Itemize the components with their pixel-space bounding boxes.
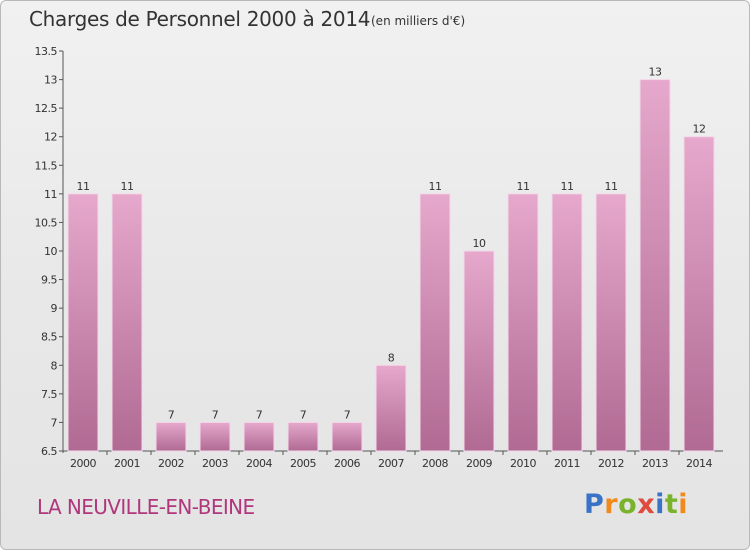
y-tick-label: 11: [44, 188, 57, 201]
bar: [155, 421, 187, 452]
bar: [683, 136, 715, 452]
x-tick-label: 2013: [642, 457, 668, 470]
y-tick-label: 7.5: [41, 388, 57, 401]
bar: [375, 364, 407, 452]
bar: [243, 421, 275, 452]
x-tick-label: 2004: [246, 457, 272, 470]
data-label: 11: [429, 180, 442, 193]
y-tick-label: 8.5: [41, 331, 57, 344]
y-tick-label: 13: [44, 74, 57, 87]
bar: [551, 193, 583, 452]
data-label: 10: [473, 237, 486, 250]
x-tick-label: 2005: [290, 457, 316, 470]
bar: [507, 193, 539, 452]
x-tick-label: 2014: [686, 457, 712, 470]
x-tick-label: 2000: [70, 457, 96, 470]
y-tick-label: 10.5: [35, 216, 58, 229]
data-label: 7: [256, 408, 263, 421]
chart-subtitle: (en milliers d'€): [371, 14, 466, 28]
bar: [67, 193, 99, 452]
x-tick-label: 2010: [510, 457, 536, 470]
data-label: 13: [649, 66, 662, 79]
y-tick-label: 8: [51, 359, 58, 372]
y-tick-label: 12: [44, 131, 57, 144]
data-label: 11: [517, 180, 530, 193]
y-tick-label: 7: [51, 416, 58, 429]
proxiti-logo: Proxiti: [584, 489, 689, 520]
bar: [595, 193, 627, 452]
x-tick-label: 2003: [202, 457, 228, 470]
x-tick-label: 2002: [158, 457, 184, 470]
y-tick-label: 11.5: [35, 159, 58, 172]
x-tick-label: 2012: [598, 457, 624, 470]
y-tick-label: 9: [51, 302, 58, 315]
x-tick-label: 2011: [554, 457, 580, 470]
y-tick-label: 9.5: [41, 274, 57, 287]
chart-title: Charges de Personnel 2000 à 2014: [29, 7, 371, 31]
data-label: 11: [121, 180, 134, 193]
bar: [287, 421, 319, 452]
bar: [463, 250, 495, 452]
bar: [419, 193, 451, 452]
data-label: 7: [344, 408, 351, 421]
data-label: 7: [300, 408, 307, 421]
bar: [331, 421, 363, 452]
x-tick-label: 2001: [114, 457, 140, 470]
data-label: 7: [168, 408, 175, 421]
data-label: 7: [212, 408, 219, 421]
data-label: 11: [77, 180, 90, 193]
y-tick-label: 12.5: [35, 102, 58, 115]
x-tick-label: 2009: [466, 457, 492, 470]
location-name: LA NEUVILLE-EN-BEINE: [37, 495, 255, 519]
x-tick-label: 2008: [422, 457, 448, 470]
x-tick-label: 2006: [334, 457, 360, 470]
data-label: 11: [561, 180, 574, 193]
data-label: 11: [605, 180, 618, 193]
y-tick-label: 10: [44, 245, 57, 258]
data-label: 12: [693, 123, 706, 136]
x-tick-label: 2007: [378, 457, 404, 470]
bar: [111, 193, 143, 452]
bar: [199, 421, 231, 452]
y-tick-label: 13.5: [35, 45, 58, 58]
data-label: 8: [388, 351, 395, 364]
y-tick-label: 6.5: [41, 445, 57, 458]
bar: [639, 79, 671, 452]
